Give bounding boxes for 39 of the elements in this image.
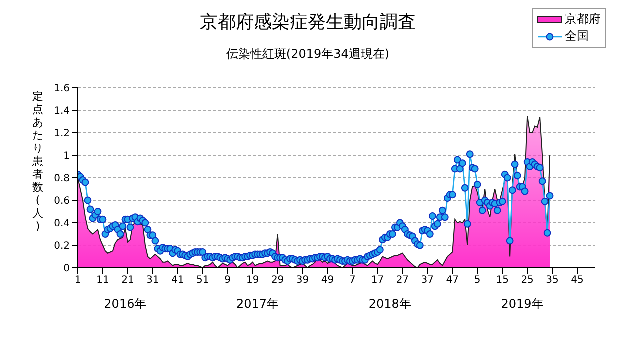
x-tick-label: 27 bbox=[396, 275, 410, 286]
y-tick-label: 0.4 bbox=[54, 218, 70, 230]
chart-subtitle: 伝染性紅斑(2019年34週現在) bbox=[225, 46, 391, 63]
x-tick-label: 21 bbox=[122, 275, 134, 286]
x-tick-label: 1 bbox=[74, 275, 82, 286]
text: 定点あたり患者数(人) bbox=[32, 90, 44, 233]
x-tick-label: 31 bbox=[146, 275, 160, 286]
legend-label: 全国 bbox=[565, 28, 589, 45]
y-tick-label: 0.2 bbox=[54, 241, 70, 252]
x-tick-label: 41 bbox=[172, 275, 184, 286]
x-tick-label: 45 bbox=[571, 275, 584, 286]
text: 2016年 bbox=[103, 296, 148, 313]
x-tick-label: 7 bbox=[350, 275, 356, 286]
y-tick-label: 1.2 bbox=[54, 128, 70, 140]
y-tick-label: 1.4 bbox=[54, 106, 70, 118]
text: 2018年 bbox=[368, 296, 412, 313]
y-tick-label: 0.8 bbox=[54, 174, 70, 185]
x-tick-label: 11 bbox=[96, 275, 110, 286]
y-tick-label: 0 bbox=[64, 264, 70, 275]
x-tick-label: 37 bbox=[421, 275, 434, 286]
x-tick-label: 17 bbox=[371, 275, 384, 286]
x-tick-label: 49 bbox=[321, 275, 334, 286]
x-tick-label: 5 bbox=[474, 275, 481, 286]
y-tick-label: 1.6 bbox=[54, 84, 70, 95]
chart-title: 京都府感染症発生動向調査 bbox=[200, 12, 416, 33]
y-tick-label: 1 bbox=[64, 151, 70, 162]
x-tick-label: 19 bbox=[246, 275, 260, 286]
legend-label: 京都府 bbox=[565, 11, 601, 28]
x-tick-label: 25 bbox=[521, 275, 534, 286]
y-tick-label: 0.6 bbox=[54, 196, 70, 208]
text: 2019年 bbox=[500, 296, 545, 313]
x-tick-label: 51 bbox=[196, 275, 210, 286]
x-tick-label: 35 bbox=[546, 275, 559, 286]
text: 2017年 bbox=[236, 296, 280, 313]
x-tick-label: 47 bbox=[446, 275, 460, 286]
x-tick-label: 9 bbox=[224, 275, 232, 286]
x-tick-label: 29 bbox=[271, 275, 284, 286]
x-tick-label: 15 bbox=[496, 275, 509, 286]
x-tick-label: 39 bbox=[296, 275, 310, 286]
